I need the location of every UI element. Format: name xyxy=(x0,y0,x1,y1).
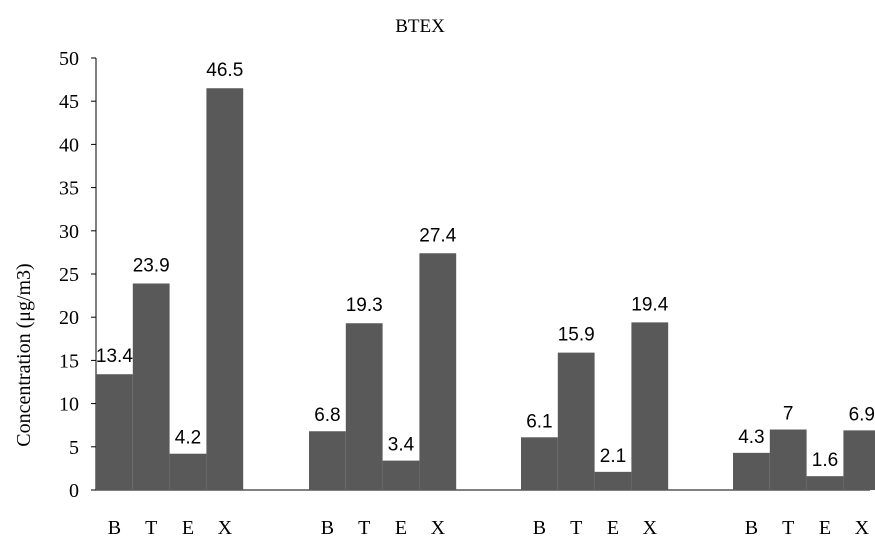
bar xyxy=(96,374,133,490)
bar xyxy=(594,471,632,490)
bar xyxy=(631,322,669,490)
bar xyxy=(169,453,207,490)
bar xyxy=(843,430,875,490)
x-category-label: E xyxy=(182,517,194,539)
data-label: 46.5 xyxy=(206,60,243,81)
x-category-label: E xyxy=(607,517,619,539)
x-category-label: B xyxy=(321,517,334,539)
bar xyxy=(521,437,558,490)
x-category-label: X xyxy=(218,517,233,539)
data-label: 2.1 xyxy=(600,446,626,467)
data-label: 15.9 xyxy=(558,325,595,346)
y-tick-label: 10 xyxy=(59,394,79,416)
data-label: 6.9 xyxy=(849,404,875,425)
chart-title: BTEX xyxy=(395,16,445,37)
bar xyxy=(806,476,844,490)
x-category-label: B xyxy=(108,517,121,539)
x-category-label: E xyxy=(819,517,831,539)
y-tick-label: 20 xyxy=(59,307,79,329)
data-label: 6.1 xyxy=(526,411,552,432)
x-category-label: E xyxy=(395,517,407,539)
x-category-label: T xyxy=(570,517,582,539)
bar xyxy=(309,431,346,490)
data-label: 19.3 xyxy=(346,295,383,316)
y-tick-label: 40 xyxy=(59,134,79,156)
y-axis-label: Concentration (μg/m3) xyxy=(13,263,35,446)
data-label: 27.4 xyxy=(419,225,456,246)
x-category-label: T xyxy=(782,517,794,539)
x-category-label: B xyxy=(745,517,758,539)
x-category-label: T xyxy=(358,517,370,539)
bar xyxy=(206,88,244,491)
bar xyxy=(419,253,457,490)
bar xyxy=(557,352,595,490)
y-tick-label: 15 xyxy=(59,350,79,372)
bar xyxy=(733,452,770,490)
y-tick-label: 30 xyxy=(59,221,79,243)
x-category-label: X xyxy=(855,517,870,539)
x-category-label: X xyxy=(643,517,658,539)
data-label: 4.3 xyxy=(738,427,764,448)
y-tick-label: 5 xyxy=(69,437,79,459)
bar xyxy=(382,460,420,490)
y-tick-label: 25 xyxy=(59,264,79,286)
y-tick-label: 50 xyxy=(59,48,79,70)
data-label: 1.6 xyxy=(812,450,838,471)
y-tick-label: 45 xyxy=(59,91,79,113)
x-category-label: X xyxy=(431,517,446,539)
bar xyxy=(345,323,383,490)
x-category-label: T xyxy=(145,517,157,539)
data-label: 19.4 xyxy=(631,294,668,315)
bar xyxy=(132,283,170,490)
y-tick-label: 35 xyxy=(59,178,79,200)
data-label: 7 xyxy=(783,404,794,425)
data-label: 23.9 xyxy=(133,256,170,277)
y-tick-label: 0 xyxy=(69,480,79,502)
data-label: 3.4 xyxy=(388,435,415,456)
data-label: 4.2 xyxy=(175,428,201,449)
data-label: 13.4 xyxy=(96,346,133,367)
bar xyxy=(769,429,807,490)
plot-area: 0 5 10 15 20 25 30 35 40 45 50 13.4 B 23.9 T 4.2 E 46.5 X 6… xyxy=(59,48,875,539)
data-label: 6.8 xyxy=(314,405,340,426)
x-category-label: B xyxy=(533,517,546,539)
